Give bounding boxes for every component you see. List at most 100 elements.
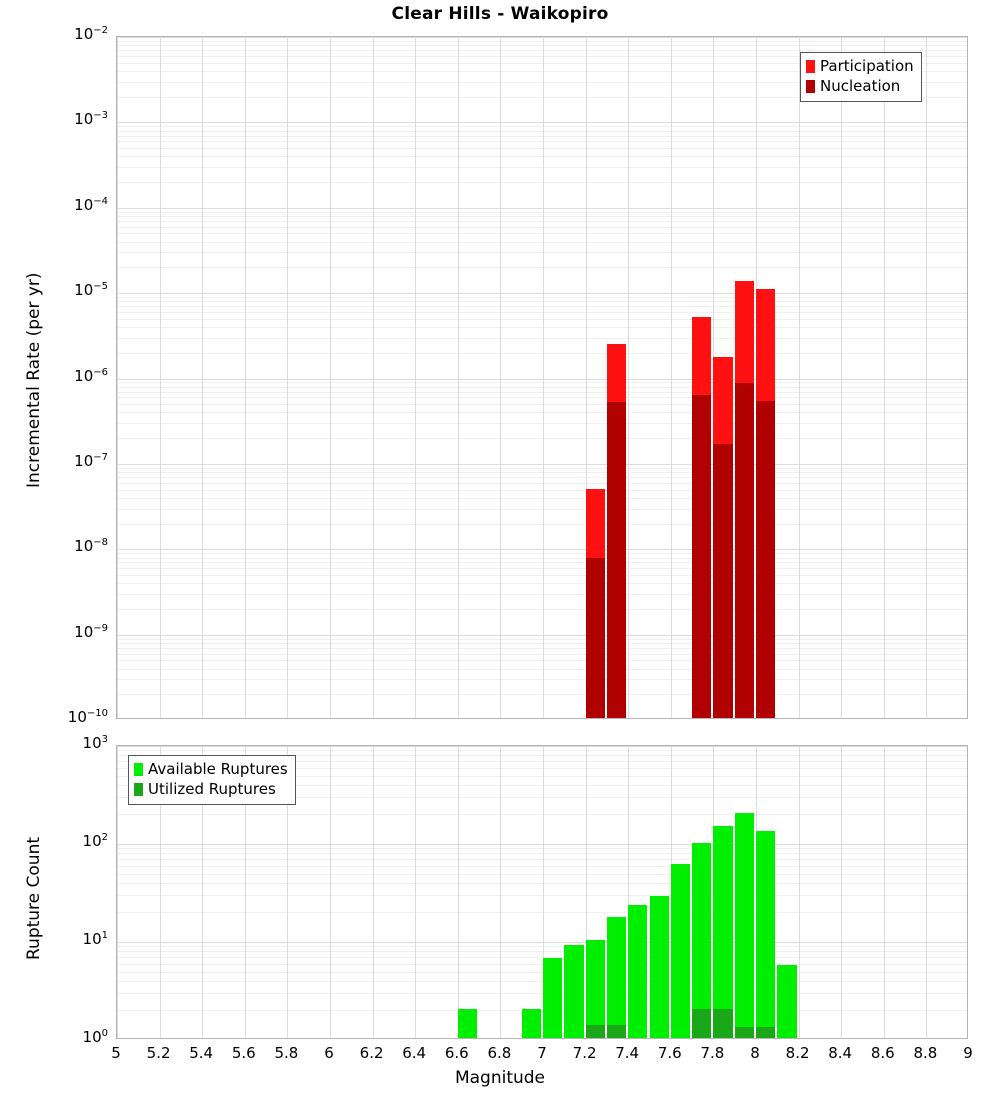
x-axis-tick-label: 9 — [963, 1044, 973, 1062]
x-axis-tick-label: 8.2 — [785, 1044, 810, 1062]
y-axis-tick-label: 10−4 — [74, 195, 108, 214]
bar-group — [606, 37, 627, 718]
x-axis-tick-label: 5 — [111, 1044, 121, 1062]
legend-swatch-icon — [134, 783, 143, 797]
bar-segment-available-ruptures — [628, 904, 648, 1038]
x-axis-tick-label: 5.6 — [231, 1044, 256, 1062]
bar-group — [756, 37, 776, 718]
bar-segment-available-ruptures — [670, 863, 691, 1038]
bar-group — [713, 746, 733, 1038]
bars-rupture-count — [117, 746, 967, 1038]
bar-segment-available-ruptures — [734, 812, 754, 1038]
bar-segment-available-ruptures — [521, 1008, 541, 1038]
x-axis-tick-label: 8.4 — [828, 1044, 853, 1062]
y-axis-label-bottom: Rupture Count — [24, 836, 44, 960]
bar-group — [606, 746, 627, 1038]
bar-group — [479, 746, 498, 1038]
bar-group — [670, 746, 691, 1038]
bar-group — [692, 746, 712, 1038]
y-axis-tick-label: 10−9 — [74, 622, 108, 641]
y-axis-tick-label: 10−2 — [74, 25, 108, 43]
x-axis-label: Magnitude — [454, 1068, 546, 1088]
bar-group — [521, 746, 541, 1038]
bar-segment-available-ruptures — [756, 830, 776, 1038]
legend-item-label: Utilized Ruptures — [148, 779, 276, 798]
legend-item-nucleation: Nucleation — [806, 77, 914, 97]
bar-segment-nucleation — [692, 395, 712, 718]
bar-segment-utilized-ruptures — [585, 1025, 605, 1038]
bar-segment-nucleation — [713, 444, 733, 718]
bar-segment-available-ruptures — [606, 917, 627, 1038]
bar-segment-available-ruptures — [564, 944, 584, 1038]
bar-group — [585, 37, 605, 718]
incremental-rate-plot — [116, 36, 968, 719]
bar-group — [457, 746, 478, 1038]
bar-group — [649, 746, 669, 1038]
x-axis-tick-label: 6.6 — [444, 1044, 469, 1062]
x-axis-tick-label: 7.4 — [615, 1044, 640, 1062]
x-axis-tick-label: 5.8 — [274, 1044, 299, 1062]
bar-group — [628, 746, 648, 1038]
bar-segment-utilized-ruptures — [692, 1008, 712, 1038]
page-title: Clear Hills - Waikopiro — [391, 4, 609, 24]
legend-swatch-icon — [806, 80, 815, 94]
legend-rupture-count: Available Ruptures Utilized Ruptures — [128, 755, 296, 805]
bar-segment-available-ruptures — [585, 940, 605, 1038]
x-axis-tick-label: 7.6 — [657, 1044, 682, 1062]
x-axis-tick-label: 6.2 — [359, 1044, 384, 1062]
bar-group — [564, 746, 584, 1038]
bar-segment-nucleation — [606, 402, 627, 718]
bar-segment-utilized-ruptures — [756, 1026, 776, 1038]
x-axis-tick-label: 7 — [537, 1044, 547, 1062]
bar-segment-available-ruptures — [777, 965, 797, 1038]
y-axis-tick-label: 10−6 — [74, 366, 108, 385]
bar-group — [585, 746, 605, 1038]
bar-segment-available-ruptures — [692, 842, 712, 1038]
x-axis-tick-label: 7.2 — [572, 1044, 597, 1062]
legend-swatch-icon — [806, 60, 815, 74]
bar-segment-nucleation — [756, 400, 776, 718]
bar-segment-nucleation — [585, 557, 605, 718]
legend-swatch-icon — [134, 763, 143, 777]
bar-group — [734, 37, 754, 718]
y-axis-tick-label: 100 — [82, 1028, 108, 1046]
x-axis-tick-label: 6.8 — [487, 1044, 512, 1062]
bar-group — [777, 746, 797, 1038]
legend-incremental-rate: Participation Nucleation — [800, 52, 922, 102]
x-axis-tick-label: 7.8 — [700, 1044, 725, 1062]
x-axis-tick-label: 6.4 — [402, 1044, 427, 1062]
x-axis-tick-label: 8 — [750, 1044, 760, 1062]
bar-segment-utilized-ruptures — [734, 1026, 754, 1038]
y-axis-tick-label: 10−10 — [67, 708, 108, 726]
legend-item-label: Nucleation — [820, 76, 901, 95]
y-axis-tick-label: 10−5 — [74, 281, 108, 300]
bar-group — [543, 746, 563, 1038]
bar-segment-available-ruptures — [713, 826, 733, 1038]
y-axis-label-top: Incremental Rate (per yr) — [24, 271, 44, 488]
x-axis-tick-label: 5.2 — [146, 1044, 171, 1062]
legend-item-available-ruptures: Available Ruptures — [134, 760, 288, 780]
bar-group — [756, 746, 776, 1038]
x-axis-tick-label: 8.8 — [913, 1044, 938, 1062]
bar-segment-available-ruptures — [543, 958, 563, 1038]
x-axis-tick-label: 5.4 — [189, 1044, 214, 1062]
x-axis-tick-label: 6 — [324, 1044, 334, 1062]
y-axis-tick-label: 101 — [82, 930, 108, 948]
bar-segment-available-ruptures — [649, 896, 669, 1038]
bars-incremental-rate — [117, 37, 967, 718]
bar-group — [692, 37, 712, 718]
legend-item-label: Available Ruptures — [148, 760, 288, 778]
y-axis-tick-label: 103 — [82, 734, 108, 752]
y-axis-tick-label: 10−8 — [74, 537, 108, 556]
y-axis-tick-label: 10−3 — [74, 110, 108, 129]
legend-item-label: Participation — [820, 57, 914, 75]
x-axis-tick-label: 8.6 — [870, 1044, 895, 1062]
bar-segment-nucleation — [734, 382, 754, 718]
legend-item-utilized-ruptures: Utilized Ruptures — [134, 780, 288, 800]
bar-segment-utilized-ruptures — [713, 1008, 733, 1038]
bar-group — [713, 37, 733, 718]
bar-group — [734, 746, 754, 1038]
bar-segment-utilized-ruptures — [606, 1025, 627, 1038]
y-axis-tick-label: 10−7 — [74, 451, 108, 470]
